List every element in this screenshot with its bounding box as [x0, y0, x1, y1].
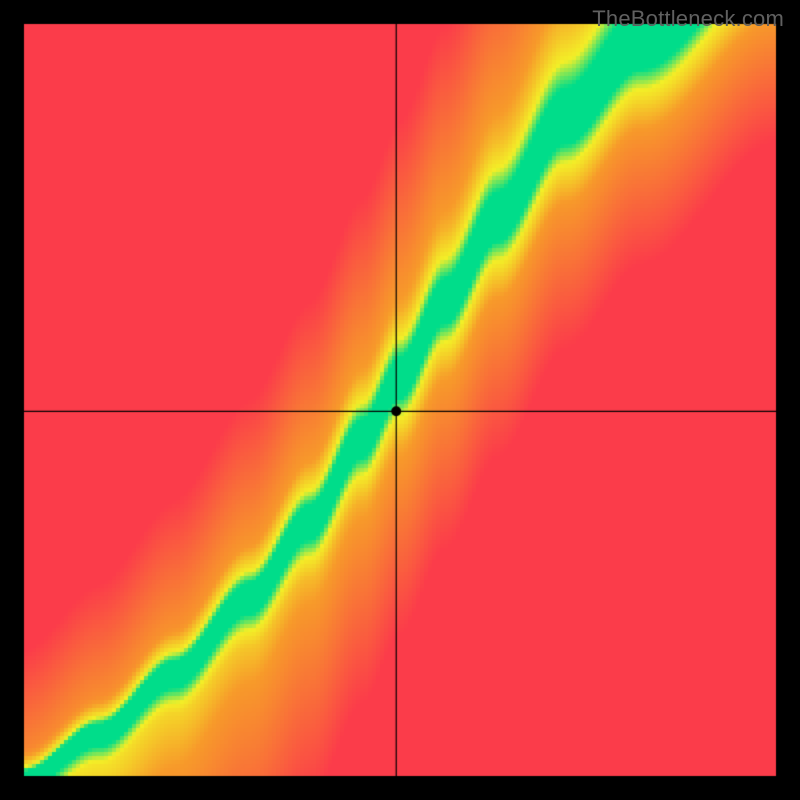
- watermark-text: TheBottleneck.com: [592, 6, 784, 32]
- bottleneck-heatmap: [0, 0, 800, 800]
- chart-container: TheBottleneck.com: [0, 0, 800, 800]
